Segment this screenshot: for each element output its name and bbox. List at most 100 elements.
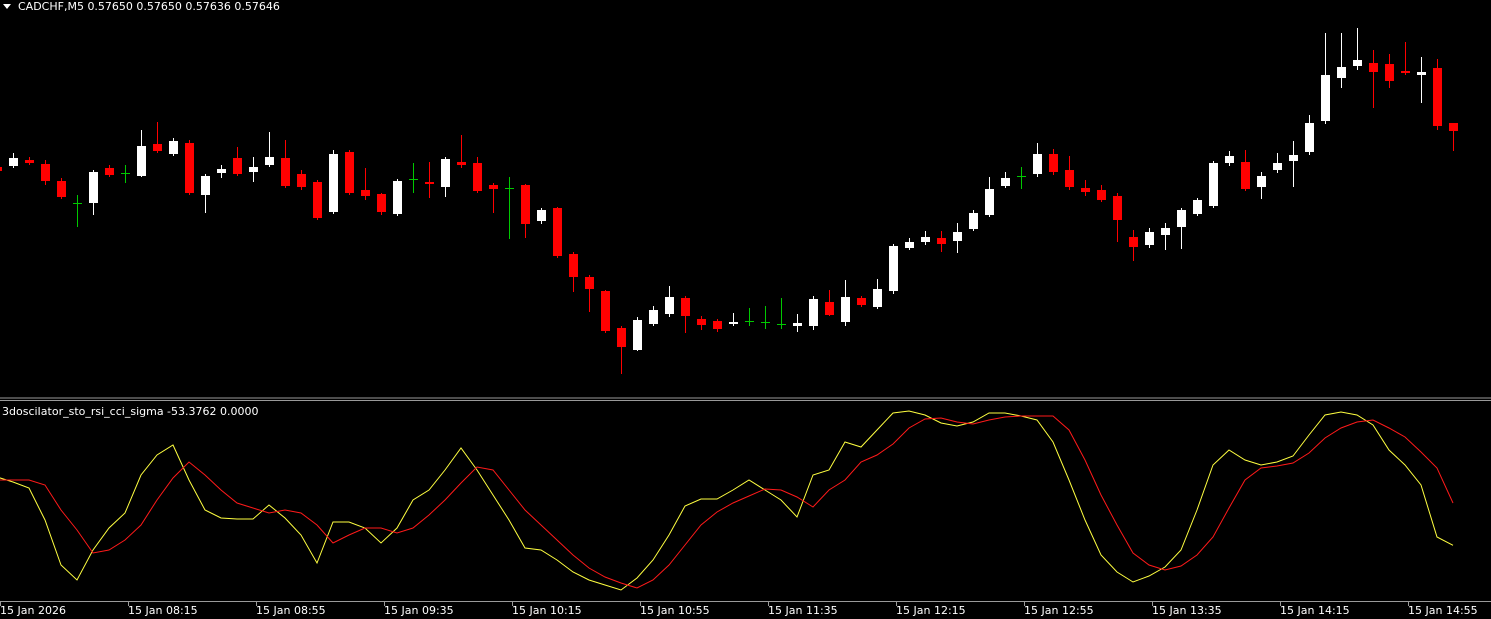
candle-body xyxy=(1305,123,1314,152)
candle-body xyxy=(1353,60,1362,66)
time-label: 15 Jan 12:55 xyxy=(1024,604,1094,617)
candle-body xyxy=(57,181,66,197)
candle-body xyxy=(1337,67,1346,78)
time-label: 15 Jan 09:35 xyxy=(384,604,454,617)
candle-body xyxy=(25,160,34,163)
main-header: CADCHF,M5 0.57650 0.57650 0.57636 0.5764… xyxy=(18,0,280,13)
candle-body xyxy=(857,298,866,305)
candle-body xyxy=(1433,68,1442,126)
candle-body xyxy=(393,181,402,214)
time-label: 15 Jan 13:35 xyxy=(1152,604,1222,617)
candle-body xyxy=(569,254,578,277)
candle-body xyxy=(361,190,370,196)
candle-body xyxy=(1193,200,1202,214)
candle-body xyxy=(473,163,482,191)
candle-body xyxy=(601,291,610,331)
candle-body xyxy=(1209,163,1218,206)
candle-body xyxy=(681,298,690,316)
candle-body xyxy=(809,299,818,326)
candle-body xyxy=(1289,155,1298,161)
candle-body xyxy=(201,176,210,195)
candle-body xyxy=(41,164,50,181)
candle-body xyxy=(1401,71,1410,73)
candle-body xyxy=(713,321,722,329)
time-label: 15 Jan 14:55 xyxy=(1408,604,1478,617)
candle-body xyxy=(1177,210,1186,227)
candle-body xyxy=(1129,237,1138,247)
candle-body xyxy=(489,185,498,189)
candle-body xyxy=(1113,196,1122,220)
candle-body xyxy=(1417,72,1426,75)
candle-body xyxy=(1049,154,1058,172)
candle-body xyxy=(297,174,306,187)
candle-body xyxy=(9,158,18,166)
candle-body xyxy=(1225,156,1234,163)
candle-body xyxy=(377,194,386,212)
oscillator-line xyxy=(0,415,1454,589)
time-label: 15 Jan 10:15 xyxy=(512,604,582,617)
indicator-header: 3dosciIator_sto_rsi_cci_sigma -53.3762 0… xyxy=(2,405,259,418)
candle-body xyxy=(553,208,562,256)
candle-body xyxy=(889,246,898,291)
candle-body xyxy=(1273,163,1282,170)
candle-body xyxy=(841,297,850,322)
candle-body xyxy=(665,297,674,314)
menu-triangle[interactable] xyxy=(3,4,11,9)
time-label: 15 Jan 2026 xyxy=(0,604,66,617)
candle-body xyxy=(905,242,914,248)
candle-body xyxy=(89,172,98,203)
time-label: 15 Jan 10:55 xyxy=(640,604,710,617)
candle-body xyxy=(953,232,962,241)
time-label: 15 Jan 11:35 xyxy=(768,604,838,617)
time-label: 15 Jan 08:55 xyxy=(256,604,326,617)
time-label: 15 Jan 14:15 xyxy=(1280,604,1350,617)
candle-body xyxy=(153,144,162,151)
candle-body xyxy=(425,182,434,184)
candle-body xyxy=(825,302,834,315)
candle-body xyxy=(1257,176,1266,187)
candle-body xyxy=(649,310,658,324)
candle-body xyxy=(249,167,258,172)
candle-body xyxy=(233,158,242,174)
time-label: 15 Jan 12:15 xyxy=(896,604,966,617)
candle-body xyxy=(457,162,466,165)
candle-body xyxy=(793,323,802,326)
candle-body xyxy=(617,328,626,347)
candle-body xyxy=(585,277,594,289)
candle-body xyxy=(345,152,354,193)
candle-body xyxy=(521,185,530,224)
candle-body xyxy=(697,319,706,325)
candle-body xyxy=(921,237,930,242)
candle-body xyxy=(873,289,882,307)
candle-body xyxy=(1449,123,1458,131)
candle-body xyxy=(1033,154,1042,174)
candle-body xyxy=(1065,170,1074,187)
candle-body xyxy=(969,213,978,229)
candle-body xyxy=(937,238,946,244)
candle-body xyxy=(265,157,274,165)
candle-body xyxy=(313,182,322,218)
candle-body xyxy=(1321,75,1330,121)
candle-body xyxy=(633,320,642,350)
candle-body xyxy=(281,158,290,186)
oscillator-line xyxy=(0,410,1454,591)
candle-body xyxy=(137,146,146,176)
candle-body xyxy=(1097,190,1106,200)
candle-body xyxy=(185,143,194,193)
candle-body xyxy=(0,167,2,171)
candle-body xyxy=(169,141,178,154)
candle-body xyxy=(1081,188,1090,192)
time-label: 15 Jan 08:15 xyxy=(128,604,198,617)
candle-body xyxy=(1241,162,1250,189)
candle-body xyxy=(441,159,450,187)
candle-body xyxy=(1001,178,1010,186)
candle-body xyxy=(1385,64,1394,81)
candle-body xyxy=(1161,228,1170,235)
candle-body xyxy=(329,154,338,212)
candle-body xyxy=(1369,63,1378,72)
candle-body xyxy=(217,169,226,173)
candle-body xyxy=(1145,232,1154,245)
